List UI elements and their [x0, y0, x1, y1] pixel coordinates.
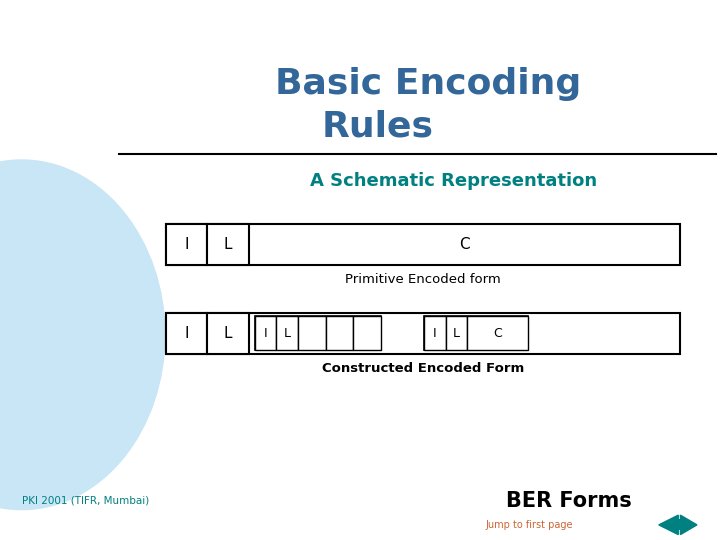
Bar [424, 316, 446, 350]
Text: Basic Encoding: Basic Encoding [275, 67, 582, 100]
Text: Rules: Rules [322, 110, 434, 144]
Text: I: I [184, 237, 189, 252]
Text: I: I [433, 327, 437, 340]
Text: A Schematic Representation: A Schematic Representation [310, 172, 597, 190]
Text: I: I [184, 326, 189, 341]
Text: L: L [224, 326, 233, 341]
Text: PKI 2001 (TIFR, Mumbai): PKI 2001 (TIFR, Mumbai) [22, 496, 149, 505]
Text: I: I [264, 327, 268, 340]
Ellipse shape [0, 159, 166, 510]
Bar [207, 224, 249, 265]
Bar [678, 519, 680, 530]
Bar [446, 316, 467, 350]
Bar [298, 316, 325, 350]
Bar [166, 313, 680, 354]
Bar [424, 316, 528, 350]
Text: Jump to first page: Jump to first page [485, 520, 573, 530]
Text: L: L [453, 327, 460, 340]
Bar [255, 316, 276, 350]
Bar [207, 313, 249, 354]
Bar [276, 316, 298, 350]
Bar [467, 316, 528, 350]
Text: L: L [284, 327, 291, 340]
Text: Constructed Encoded Form: Constructed Encoded Form [322, 362, 524, 375]
Bar [166, 224, 680, 265]
Bar [166, 313, 207, 354]
Bar [354, 316, 381, 350]
Bar [325, 316, 354, 350]
Bar [166, 224, 207, 265]
Text: BER Forms: BER Forms [506, 490, 631, 511]
Text: Primitive Encoded form: Primitive Encoded form [345, 273, 501, 286]
Text: C: C [493, 327, 503, 340]
Text: L: L [224, 237, 233, 252]
Bar [255, 316, 381, 350]
Polygon shape [680, 515, 697, 535]
Text: C: C [459, 237, 470, 252]
Polygon shape [659, 515, 678, 535]
